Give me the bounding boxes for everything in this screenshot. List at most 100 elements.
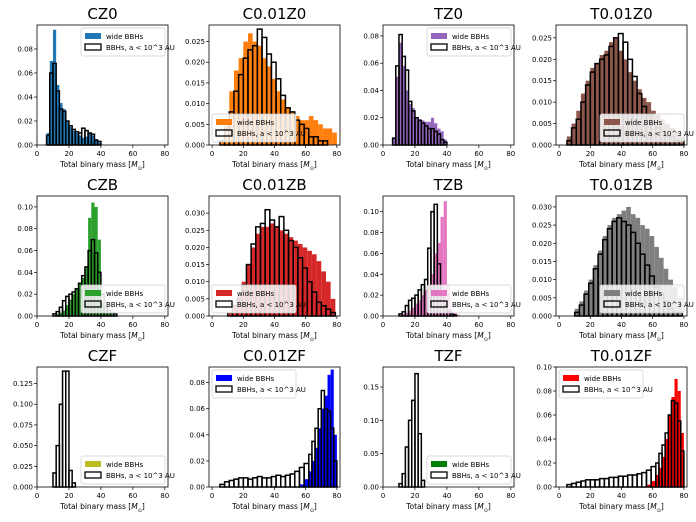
wide-bar bbox=[330, 298, 336, 316]
x-tick-label: 60 bbox=[301, 492, 310, 500]
subplot-C0.01ZB: C0.01ZB 0 20 40 60 80 0.000 0.005 0.010 0.015 0.02… bbox=[185, 176, 341, 343]
y-tick-label: 0.025 bbox=[532, 34, 552, 42]
x-tick-label: 40 bbox=[617, 492, 626, 500]
wide-bar bbox=[646, 484, 652, 487]
wide-bar bbox=[316, 261, 322, 316]
legend-swatch-close bbox=[84, 43, 102, 51]
wide-bar bbox=[607, 225, 613, 316]
wide-bar bbox=[644, 228, 650, 316]
wide-bar bbox=[293, 240, 298, 316]
y-tick-label: 0.00 bbox=[363, 484, 379, 492]
wide-bar bbox=[247, 33, 253, 145]
wide-bar bbox=[598, 250, 603, 316]
wide-bar bbox=[405, 90, 409, 145]
legend-swatch-close bbox=[562, 385, 580, 393]
legend: wide BBHs BBHs, a < 10^3 AU bbox=[599, 113, 694, 143]
x-axis-label: Total binary mass [M⊙] bbox=[59, 331, 145, 343]
wide-bar bbox=[88, 217, 92, 316]
y-tick-label: 0.030 bbox=[532, 203, 552, 211]
close-bar bbox=[417, 432, 423, 488]
y-tick-label: 0.08 bbox=[17, 225, 33, 233]
wide-bar bbox=[602, 236, 608, 316]
y-tick-label: 0.04 bbox=[536, 436, 552, 444]
y-tick-label: 0.00 bbox=[363, 313, 379, 321]
subplot-title: T0.01ZB bbox=[589, 176, 653, 194]
wide-bar bbox=[78, 283, 82, 316]
x-axis-label: Total binary mass [M⊙] bbox=[59, 502, 145, 514]
wide-bar bbox=[302, 247, 308, 316]
wide-bar bbox=[321, 271, 326, 316]
close-bar bbox=[65, 370, 70, 488]
legend-label-wide: wide BBHs bbox=[237, 290, 275, 298]
wide-bar bbox=[456, 314, 460, 316]
y-tick-label: 0.02 bbox=[363, 114, 379, 122]
subplot-title: CZ0 bbox=[87, 5, 117, 23]
y-tick-label: 0.04 bbox=[17, 94, 33, 102]
wide-bar bbox=[238, 58, 244, 145]
y-tick-label: 0.02 bbox=[363, 292, 379, 300]
wide-bar bbox=[651, 481, 656, 487]
x-tick-label: 0 bbox=[210, 492, 214, 500]
wide-bar bbox=[279, 230, 284, 316]
x-tick-label: 0 bbox=[557, 321, 561, 329]
x-axis-label: Total binary mass [M⊙] bbox=[405, 331, 491, 343]
legend-swatch-close bbox=[430, 471, 448, 479]
x-tick-label: 0 bbox=[557, 492, 561, 500]
legend-swatch-close bbox=[215, 385, 233, 393]
x-tick-label: 80 bbox=[679, 321, 688, 329]
wide-bar bbox=[402, 65, 406, 145]
x-tick-label: 20 bbox=[410, 150, 419, 158]
subplot-T0.01ZB: T0.01ZB 0 20 40 60 80 0.000 0.005 0.010 0.015 0.02… bbox=[532, 176, 694, 343]
wide-bar bbox=[623, 59, 628, 145]
x-tick-label: 20 bbox=[239, 150, 248, 158]
legend-label-wide: wide BBHs bbox=[237, 375, 275, 383]
y-tick-label: 0.015 bbox=[532, 77, 552, 85]
subplot-CZ0: CZ0 0 20 40 60 80 0.00 0.02 0.04 0.06 0.08 Total bi… bbox=[17, 5, 175, 172]
wide-bar bbox=[674, 379, 678, 487]
wide-bar bbox=[299, 120, 305, 145]
y-tick-label: 0.04 bbox=[189, 431, 205, 439]
legend-swatch-wide bbox=[216, 119, 232, 125]
legend-box bbox=[80, 27, 166, 57]
wide-bar bbox=[65, 121, 69, 145]
wide-bar bbox=[332, 132, 337, 145]
wide-bar bbox=[618, 50, 624, 145]
axes-frame bbox=[382, 24, 515, 146]
x-tick-label: 80 bbox=[506, 321, 515, 329]
legend-label-close: BBHs, a < 10^3 AU bbox=[106, 472, 175, 480]
wide-bar bbox=[437, 242, 441, 316]
wide-bar bbox=[322, 128, 328, 145]
x-tick-label: 20 bbox=[586, 150, 595, 158]
x-tick-label: 80 bbox=[679, 492, 688, 500]
wide-bar bbox=[588, 279, 594, 316]
y-tick-label: 0.020 bbox=[532, 56, 552, 64]
y-tick-label: 0.15 bbox=[363, 384, 379, 392]
legend: wide BBHs BBHs, a < 10^3 AU bbox=[426, 284, 521, 314]
x-tick-label: 20 bbox=[64, 150, 73, 158]
wide-bar bbox=[627, 72, 633, 145]
subplot-CZF: CZF 0 20 40 60 80 0.000 0.025 0.050 0.075 0.100 0.1… bbox=[13, 347, 175, 514]
x-tick-label: 0 bbox=[35, 321, 39, 329]
legend-box bbox=[211, 113, 297, 143]
x-axis-label: Total binary mass [M⊙] bbox=[405, 160, 491, 172]
wide-bar bbox=[424, 121, 428, 145]
wide-bar bbox=[304, 479, 309, 487]
y-tick-label: 0.02 bbox=[536, 460, 552, 468]
subplot-T0.01Z0: T0.01Z0 0 20 40 60 80 0.000 0.005 0.010 0.015 0.02… bbox=[532, 5, 694, 172]
wide-bar bbox=[91, 202, 95, 316]
x-tick-label: 20 bbox=[410, 492, 419, 500]
legend-label-wide: wide BBHs bbox=[625, 119, 663, 127]
wide-bar bbox=[315, 447, 319, 487]
x-tick-label: 40 bbox=[442, 492, 451, 500]
subplot-TZF: TZF 0 20 40 60 80 0.00 0.05 0.10 0.15 Total binary… bbox=[363, 347, 521, 514]
y-tick-label: 0.015 bbox=[185, 79, 205, 87]
wide-bar bbox=[658, 467, 663, 487]
y-tick-label: 0.00 bbox=[363, 142, 379, 150]
wide-bar bbox=[62, 310, 66, 316]
wide-bar bbox=[654, 246, 659, 316]
y-tick-label: 0.04 bbox=[363, 87, 379, 95]
x-tick-label: 40 bbox=[96, 492, 105, 500]
wide-bar bbox=[671, 397, 675, 487]
wide-bar bbox=[418, 119, 422, 145]
